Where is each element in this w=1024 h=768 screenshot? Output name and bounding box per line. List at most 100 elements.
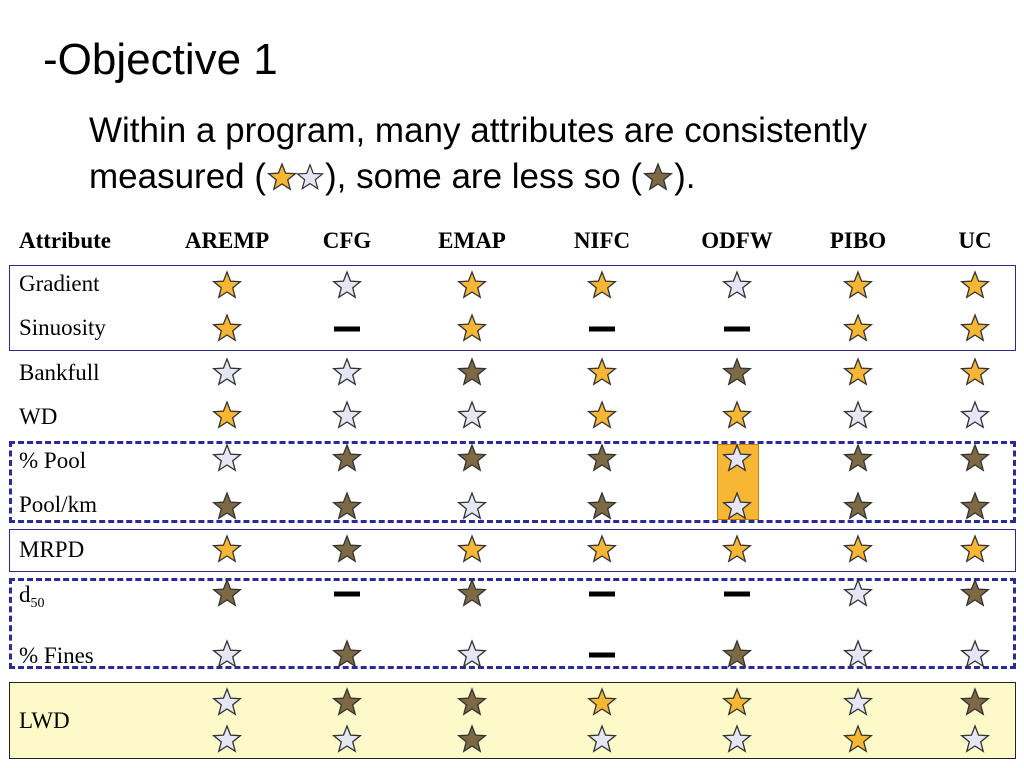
gold-star-icon: [456, 313, 488, 345]
dark-star-icon: [959, 443, 991, 475]
dark-star-icon: [456, 443, 488, 475]
dark-star-icon: [721, 639, 753, 671]
dark-star-icon: [331, 687, 363, 719]
silver-star-icon: [331, 357, 363, 389]
row-label-bankfull: Bankfull: [19, 360, 100, 385]
row-label-mrpd: MRPD: [19, 537, 85, 562]
row-label-gradient: Gradient: [19, 271, 100, 296]
gold-star-icon: [586, 357, 618, 389]
silver-star-icon: [721, 443, 753, 475]
header-pibo: PIBO: [829, 228, 887, 253]
silver-star-icon: [721, 270, 753, 302]
gold-star-icon: [721, 534, 753, 566]
gold-star-icon: [842, 724, 874, 756]
subtitle-text-a: measured (: [89, 157, 267, 196]
silver-star-icon: [331, 400, 363, 432]
dark-star-icon: [721, 357, 753, 389]
silver-star-icon: [331, 724, 363, 756]
dark-star-icon: [959, 687, 991, 719]
dark-star-icon: [331, 443, 363, 475]
silver-star-icon: [211, 687, 243, 719]
dark-star-icon: [842, 491, 874, 523]
silver-star-icon: [211, 724, 243, 756]
header-odfw: ODFW: [701, 228, 773, 253]
row-label-fines-percent: % Fines: [19, 643, 94, 668]
row-label-d50: d50: [19, 582, 45, 612]
row-label-lwd: LWD: [19, 708, 70, 733]
dash-icon: [334, 326, 360, 332]
header-cfg: CFG: [322, 228, 372, 253]
slide-subtitle: Within a program, many attributes are co…: [89, 108, 1009, 200]
gold-star-icon: [456, 270, 488, 302]
dark-star-icon: [456, 578, 488, 610]
gold-star-icon: [842, 357, 874, 389]
dash-icon: [334, 591, 360, 597]
header-nifc: NIFC: [573, 228, 631, 253]
dash-icon: [589, 326, 615, 332]
row-label-d50-subscript: 50: [30, 596, 45, 611]
dark-star-icon: [959, 491, 991, 523]
gold-star-icon: [268, 163, 297, 190]
silver-star-icon: [842, 687, 874, 719]
dark-star-icon: [456, 687, 488, 719]
slide-title: -Objective 1: [43, 35, 278, 84]
subtitle-line-1: Within a program, many attributes are co…: [89, 111, 868, 150]
gold-star-icon: [842, 270, 874, 302]
gold-star-icon: [586, 534, 618, 566]
row-label-sinuosity: Sinuosity: [19, 315, 106, 340]
silver-star-icon: [959, 639, 991, 671]
dash-icon: [589, 652, 615, 658]
row-label-wd: WD: [19, 404, 58, 429]
pool-group-frame: [9, 441, 1016, 523]
silver-star-icon: [586, 724, 618, 756]
silver-star-icon: [842, 639, 874, 671]
silver-star-icon: [456, 491, 488, 523]
gold-star-icon: [842, 313, 874, 345]
dark-star-icon: [211, 491, 243, 523]
silver-star-icon: [842, 578, 874, 610]
silver-star-icon: [296, 164, 324, 190]
mrpd-group-frame: [9, 529, 1016, 572]
dark-star-icon: [331, 534, 363, 566]
gold-star-icon: [211, 534, 243, 566]
silver-star-icon: [211, 639, 243, 671]
gold-star-icon: [456, 534, 488, 566]
gold-star-icon: [721, 400, 753, 432]
gold-star-icon: [959, 534, 991, 566]
silver-star-icon: [842, 400, 874, 432]
dark-star-icon: [842, 443, 874, 475]
row-label-pool-per-km: Pool/km: [19, 492, 97, 517]
silver-star-icon: [211, 357, 243, 389]
gold-star-icon: [959, 270, 991, 302]
header-emap: EMAP: [438, 228, 506, 253]
gradient-sinuosity-group-frame: [9, 265, 1016, 351]
subtitle-text-b: ), some are less so (: [325, 157, 643, 196]
lwd-group-frame: [9, 682, 1016, 759]
dark-star-icon: [456, 724, 488, 756]
silver-star-icon: [456, 639, 488, 671]
subtitle-line-2: measured (), some are less so ().: [89, 154, 1009, 200]
dark-star-icon: [331, 639, 363, 671]
row-label-d50-main: d: [19, 582, 31, 607]
gold-star-icon: [959, 357, 991, 389]
dark-star-icon: [959, 578, 991, 610]
dash-icon: [724, 591, 750, 597]
silver-star-icon: [211, 443, 243, 475]
silver-star-icon: [721, 491, 753, 523]
gold-star-icon: [586, 687, 618, 719]
dash-icon: [724, 326, 750, 332]
dark-star-icon: [586, 443, 618, 475]
silver-star-icon: [331, 270, 363, 302]
dark-star-icon: [586, 491, 618, 523]
silver-star-icon: [456, 400, 488, 432]
gold-star-icon: [586, 270, 618, 302]
row-label-pool-percent: % Pool: [19, 448, 87, 473]
dark-star-icon: [331, 491, 363, 523]
gold-star-icon: [211, 270, 243, 302]
gold-star-icon: [211, 400, 243, 432]
header-uc: UC: [958, 228, 992, 253]
silver-star-icon: [959, 724, 991, 756]
dark-star-icon: [644, 163, 673, 190]
silver-star-icon: [959, 400, 991, 432]
header-aremp: AREMP: [184, 228, 270, 253]
